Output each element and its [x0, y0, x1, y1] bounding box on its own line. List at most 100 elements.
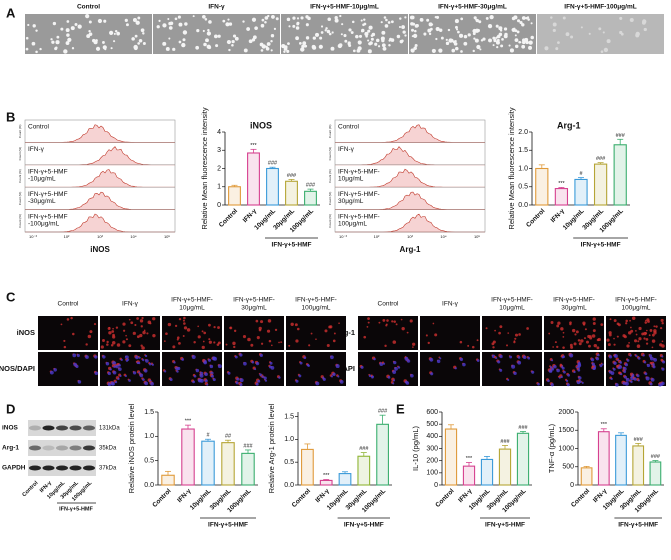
cell — [401, 25, 405, 29]
cell — [419, 17, 423, 21]
stain — [326, 344, 330, 348]
cell — [265, 45, 268, 49]
nucleus — [199, 373, 204, 378]
stain — [577, 339, 581, 342]
stain — [476, 339, 479, 342]
cell — [300, 16, 304, 20]
y-tick-label: 1.5 — [144, 409, 154, 416]
significance: ### — [287, 173, 297, 179]
nucleus — [239, 378, 244, 383]
cell — [52, 21, 57, 26]
stain — [638, 326, 642, 331]
nucleus — [601, 363, 604, 366]
nucleus — [617, 366, 621, 370]
stain — [644, 321, 648, 324]
nucleus — [119, 374, 122, 378]
cell — [66, 20, 70, 23]
nucleus — [556, 368, 560, 373]
y-tick-label: 2 — [217, 165, 221, 172]
stain — [149, 322, 152, 325]
y-axis-label: Relative Arg-1 protein level — [267, 403, 276, 493]
blot-band — [83, 445, 95, 451]
nucleus — [577, 368, 581, 372]
stain — [66, 318, 70, 321]
flow-x-tick: 10² — [374, 234, 380, 239]
nucleus — [429, 357, 434, 362]
cell — [380, 21, 383, 24]
cell — [182, 38, 186, 42]
cell — [410, 15, 415, 20]
cell — [296, 17, 300, 20]
significance: ## — [225, 434, 232, 440]
cell — [327, 17, 331, 22]
stain — [255, 319, 259, 323]
nucleus — [128, 379, 131, 382]
cell — [273, 27, 277, 30]
cell — [521, 16, 526, 20]
nucleus — [387, 376, 391, 379]
nucleus — [567, 373, 571, 377]
flow-sample-label: -30μg/mL — [28, 198, 56, 205]
flow-x-tick: 10⁴ — [440, 234, 446, 239]
significance: ### — [268, 161, 278, 167]
y-axis-label: IL-10 (pg/mL) — [411, 425, 420, 471]
nucleus — [522, 355, 527, 360]
flow-sample-label: IFN-γ — [338, 146, 355, 153]
stain — [366, 325, 369, 328]
nucleus — [251, 361, 255, 364]
flow-x-label: iNOS — [90, 245, 110, 254]
nucleus — [382, 362, 386, 365]
nucleus — [548, 369, 553, 373]
flow-sample-label: IFN-γ+5-HMF- — [338, 169, 380, 176]
stain — [136, 317, 139, 320]
stain — [165, 332, 168, 336]
cell — [320, 25, 324, 28]
nucleus — [592, 367, 596, 371]
nucleus — [513, 371, 517, 376]
column-header: 100μg/mL — [621, 305, 650, 312]
nucleus — [597, 353, 600, 357]
cell — [242, 20, 245, 23]
cell — [451, 48, 456, 53]
cell — [436, 15, 440, 19]
stain — [569, 322, 572, 326]
cell — [260, 49, 264, 52]
cell — [39, 47, 42, 51]
stain — [111, 340, 116, 345]
stain — [216, 343, 220, 346]
nucleus — [619, 361, 622, 364]
nucleus — [208, 358, 211, 362]
cell — [95, 46, 101, 51]
nucleus — [397, 366, 401, 369]
cell — [374, 42, 378, 46]
bar — [593, 163, 608, 206]
x-tick-label: IFN-γ — [550, 207, 567, 224]
cell — [383, 16, 387, 19]
cell — [25, 36, 29, 40]
stain — [596, 346, 600, 350]
x-tick-label: Control — [218, 208, 239, 229]
cell — [402, 30, 406, 34]
nucleus — [635, 354, 638, 358]
cell — [519, 20, 523, 25]
cell — [207, 28, 210, 32]
bar — [241, 452, 255, 486]
stain — [70, 316, 73, 320]
y-tick-label: 200 — [426, 458, 438, 465]
cell — [360, 19, 363, 22]
cell — [448, 38, 453, 43]
cell — [427, 28, 432, 33]
stain — [140, 325, 143, 328]
nucleus — [394, 367, 398, 371]
cell — [411, 22, 416, 26]
stain — [172, 345, 176, 349]
size-label: 35kDa — [99, 446, 117, 452]
cell — [162, 41, 167, 46]
stain — [617, 323, 621, 327]
cell — [31, 41, 36, 46]
nucleus — [644, 372, 648, 376]
group-label: IFN-γ+5-HMF — [581, 242, 621, 249]
nucleus — [264, 379, 268, 382]
stain — [93, 323, 97, 326]
nucleus — [151, 363, 154, 366]
